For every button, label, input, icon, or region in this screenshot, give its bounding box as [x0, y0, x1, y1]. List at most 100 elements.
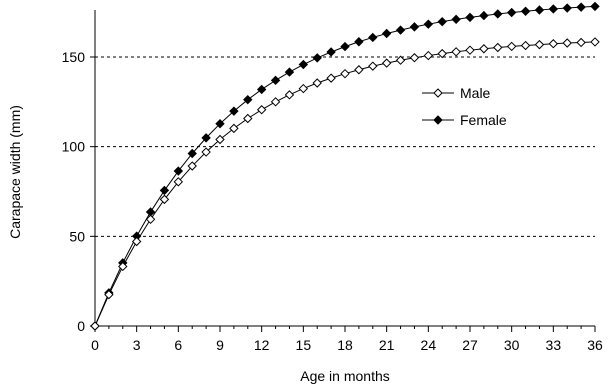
x-tick-label-18: 18 [337, 337, 353, 353]
data-point-male [145, 214, 156, 225]
legend-label-female: Female [460, 112, 507, 128]
x-axis-title: Age in months [300, 368, 390, 384]
data-point-female [159, 185, 170, 196]
y-tick-label-50: 50 [69, 228, 85, 244]
data-point-female [409, 22, 420, 32]
x-tick-label-6: 6 [174, 337, 182, 353]
x-tick-label-21: 21 [379, 337, 395, 353]
data-point-male [298, 83, 309, 94]
series-line-female [94, 5, 596, 327]
series-line-male [94, 41, 596, 327]
series-group [90, 1, 600, 331]
data-point-female [201, 133, 211, 143]
data-point-female [354, 37, 364, 47]
data-point-male [104, 289, 114, 300]
legend-item-female: Female [422, 112, 507, 128]
gridlines [95, 56, 595, 237]
data-point-male [229, 123, 239, 134]
legend-marker-male [433, 88, 443, 98]
data-point-male [506, 41, 517, 52]
data-point-male [243, 113, 253, 124]
data-point-male [395, 55, 406, 65]
data-point-female [326, 47, 336, 57]
data-point-female [590, 1, 600, 12]
data-point-female [493, 9, 503, 19]
data-point-male [409, 53, 420, 63]
data-point-male [465, 45, 475, 55]
data-point-male [354, 65, 364, 75]
x-tick-label-33: 33 [546, 337, 562, 353]
y-tick-label-100: 100 [62, 139, 86, 155]
legend-marker-female [433, 115, 443, 125]
data-point-male [520, 40, 531, 51]
x-tick-label-36: 36 [587, 337, 603, 353]
data-point-male [270, 97, 281, 107]
data-point-male [256, 105, 267, 115]
y-tick-label-150: 150 [62, 49, 86, 65]
x-tick-label-12: 12 [254, 337, 270, 353]
data-point-male [173, 177, 184, 187]
data-point-female [284, 67, 295, 77]
data-point-female [520, 6, 531, 16]
legend-label-male: Male [460, 85, 491, 101]
data-point-female [187, 148, 197, 159]
data-point-female [534, 5, 545, 15]
data-point-female [381, 28, 392, 39]
data-point-male [118, 261, 128, 272]
data-point-male [187, 161, 197, 171]
data-point-male [368, 61, 378, 71]
x-tick-label-9: 9 [216, 337, 224, 353]
data-point-male [423, 50, 434, 61]
data-point-female [479, 10, 489, 21]
x-tick-label-24: 24 [421, 337, 437, 353]
data-point-female [562, 3, 572, 13]
legend-item-male: Male [422, 85, 491, 101]
data-point-female [465, 12, 475, 23]
data-point-male [381, 58, 392, 68]
data-point-male [548, 39, 559, 49]
data-point-male [534, 39, 545, 50]
y-tick-label-0: 0 [77, 318, 85, 334]
data-point-male [131, 236, 142, 247]
data-point-female [423, 19, 434, 29]
data-point-male [326, 73, 336, 83]
data-point-male [159, 194, 170, 205]
data-point-male [201, 147, 211, 157]
data-point-male [576, 37, 586, 48]
data-point-female [243, 94, 253, 105]
x-tick-label-27: 27 [462, 337, 478, 353]
data-point-female [368, 32, 378, 43]
x-tick-label-0: 0 [91, 337, 99, 353]
y-axis-title: Carapace width (mm) [7, 105, 23, 239]
data-point-female [215, 119, 225, 129]
data-point-female [548, 4, 559, 14]
data-point-female [395, 25, 406, 35]
data-point-female [506, 7, 517, 18]
data-point-female [298, 59, 309, 70]
data-point-female [437, 16, 447, 27]
data-point-female [340, 41, 350, 52]
x-tick-label-30: 30 [504, 337, 520, 353]
data-point-female [256, 84, 267, 95]
data-point-female [270, 75, 281, 86]
data-point-male [284, 90, 295, 100]
data-point-male [562, 38, 572, 48]
data-point-male [479, 44, 489, 54]
x-tick-label-15: 15 [296, 337, 312, 353]
data-point-male [312, 78, 322, 88]
data-point-female [229, 106, 239, 116]
data-point-male [493, 42, 503, 53]
data-point-male [90, 321, 100, 331]
x-tick-label-3: 3 [133, 337, 141, 353]
data-point-male [590, 37, 600, 47]
data-point-female [173, 166, 184, 176]
data-point-male [451, 47, 461, 57]
series-male [90, 37, 600, 331]
data-point-female [312, 53, 322, 63]
data-point-male [437, 48, 447, 59]
legend: Male Female [422, 85, 507, 128]
data-point-male [215, 134, 225, 145]
series-female [90, 1, 600, 331]
